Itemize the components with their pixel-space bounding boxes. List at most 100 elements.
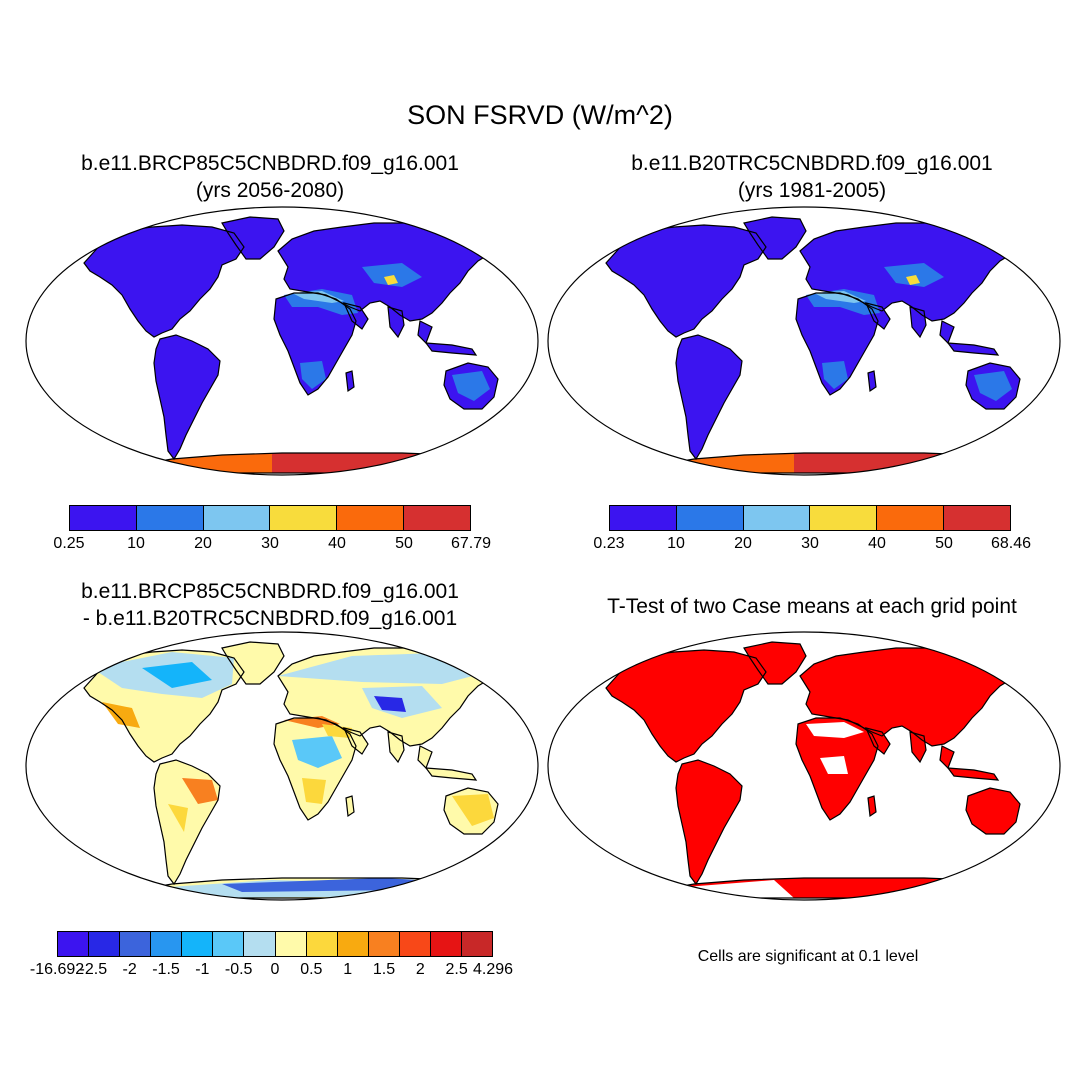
colorbar-box <box>877 506 945 530</box>
colorbar-tick-label: -0.5 <box>224 961 253 978</box>
landmass-africa <box>795 292 879 396</box>
landmass-africa <box>796 293 878 395</box>
colorbar-tick-label: -2 <box>122 961 137 978</box>
colorbar-box <box>70 506 137 530</box>
colorbar-tick-label: 2 <box>415 961 425 978</box>
landmass-indo <box>948 768 998 780</box>
colorbar-box <box>810 506 878 530</box>
landmass-greenland <box>744 642 806 684</box>
landmass-namerica <box>83 224 245 338</box>
landmass-greenland <box>221 641 285 685</box>
colorbar-tick-label: -2.5 <box>79 961 108 978</box>
landmass-greenland <box>222 217 284 259</box>
colorbar-tick-label: 1.5 <box>372 961 396 978</box>
landmass-nz <box>512 832 522 850</box>
colorbar-tick-label: 40 <box>328 535 346 552</box>
panel-d-title: T-Test of two Case means at each grid po… <box>607 595 1017 618</box>
landmass-seasia <box>940 321 954 343</box>
colorbar-tick-label: -1.5 <box>152 961 180 978</box>
landmass-aus <box>443 787 499 835</box>
landmass-africa <box>795 717 879 821</box>
landmass-aus <box>965 362 1021 410</box>
landmass-africa <box>274 293 356 395</box>
landmass-indo <box>424 342 478 356</box>
non-significant-region <box>806 722 864 738</box>
landmass-namerica <box>606 650 766 762</box>
landmass-indo <box>946 767 1000 781</box>
landmass-namerica <box>605 224 767 338</box>
map-border <box>547 206 1061 476</box>
landmass-greenland <box>743 641 807 685</box>
diff-region <box>374 696 406 712</box>
landmass-greenland <box>744 217 806 259</box>
colorbar-tick-label: 0.25 <box>53 535 85 552</box>
panel-b-title-line1: b.e11.B20TRC5CNBDRD.f09_g16.001 <box>631 152 993 175</box>
diff-region <box>182 778 218 804</box>
landmass-nz <box>1033 406 1045 427</box>
australia-region <box>452 371 490 401</box>
colorbar-tick-label: 40 <box>868 535 886 552</box>
colorbar-labels-panel-b: 0.23 10 20 30 40 50 68.46 <box>593 535 1031 555</box>
landmass-india <box>387 731 405 764</box>
landmass-arabia <box>342 302 369 330</box>
landmass-indo <box>426 343 476 355</box>
colorbar-box <box>270 506 338 530</box>
sahara-core <box>292 291 344 303</box>
colorbar-tick-label: -16.692 <box>29 961 85 978</box>
colorbar-tick-label: -1 <box>195 961 210 978</box>
diff-region <box>292 736 342 768</box>
colorbar-box <box>462 932 493 956</box>
landmass-group <box>605 641 1045 899</box>
colorbar-labels-panel-a: 0.25 10 20 30 40 50 67.79 <box>53 535 491 555</box>
panel-b-title-line2: (yrs 1981-2005) <box>737 179 887 202</box>
colorbar-box <box>120 932 152 956</box>
colorbar-box <box>944 506 1010 530</box>
colorbar-tick-label: 20 <box>194 535 212 552</box>
landmass-namerica <box>83 649 245 763</box>
landmass-aus <box>966 788 1020 834</box>
colorbar-tick-label: 0.23 <box>593 535 625 552</box>
colorbar-box <box>399 932 431 956</box>
landmass-madag <box>345 795 355 818</box>
colorbar-tick-label: 68.46 <box>990 535 1032 552</box>
map-panel-d <box>547 631 1061 901</box>
landmass-samerica <box>153 334 221 461</box>
colorbar-box <box>337 932 369 956</box>
colorbar-tick-label: 10 <box>667 535 685 552</box>
colorbar-labels-panel-c: -16.692 -2.5 -2 -1.5 -1 -0.5 0 0.5 1 1.5 2 2.5 4.296 <box>30 961 513 981</box>
non-significant-region <box>944 884 1026 898</box>
colorbar-tick-label: 0.5 <box>300 961 323 978</box>
landmass-indo <box>424 767 478 781</box>
southern-africa-region <box>300 361 326 389</box>
landmass-nz <box>511 831 523 852</box>
panel-c-title: b.e11.BRCP85C5CNBDRD.f09_g16.001 - b.e11… <box>40 578 500 632</box>
tibet-hotspot <box>384 275 398 285</box>
colorbar-tick-label: 2.5 <box>445 961 468 978</box>
map-border <box>547 631 1061 901</box>
diff-region <box>452 794 494 826</box>
landmass-nz <box>1034 407 1044 425</box>
landmass-samerica <box>675 759 743 886</box>
colorbar-box <box>430 932 463 956</box>
map-border <box>25 206 539 476</box>
colorbar-box <box>743 506 811 530</box>
colorbar-tick-label: 0 <box>270 961 280 978</box>
central-asia-region <box>362 263 422 287</box>
landmass-greenland <box>743 216 807 260</box>
colorbar-box <box>136 506 204 530</box>
landmass-namerica <box>606 225 766 337</box>
non-significant-region <box>964 736 988 752</box>
landmass-seasia <box>418 746 432 768</box>
landmass-nz <box>512 407 522 425</box>
landmass-namerica <box>605 649 767 763</box>
landmass-madag <box>867 370 877 393</box>
landmass-greenland <box>221 216 285 260</box>
colorbar-tick-label: 50 <box>395 535 413 552</box>
panel-a-title: b.e11.BRCP85C5CNBDRD.f09_g16.001 (yrs 20… <box>40 150 500 204</box>
landmass-india <box>387 306 405 339</box>
landmass-indo <box>426 768 476 780</box>
colorbar-panel-b <box>609 505 1011 531</box>
tibet-hotspot <box>906 275 920 285</box>
central-asia-region <box>884 263 944 287</box>
landmass-samerica <box>153 759 221 886</box>
